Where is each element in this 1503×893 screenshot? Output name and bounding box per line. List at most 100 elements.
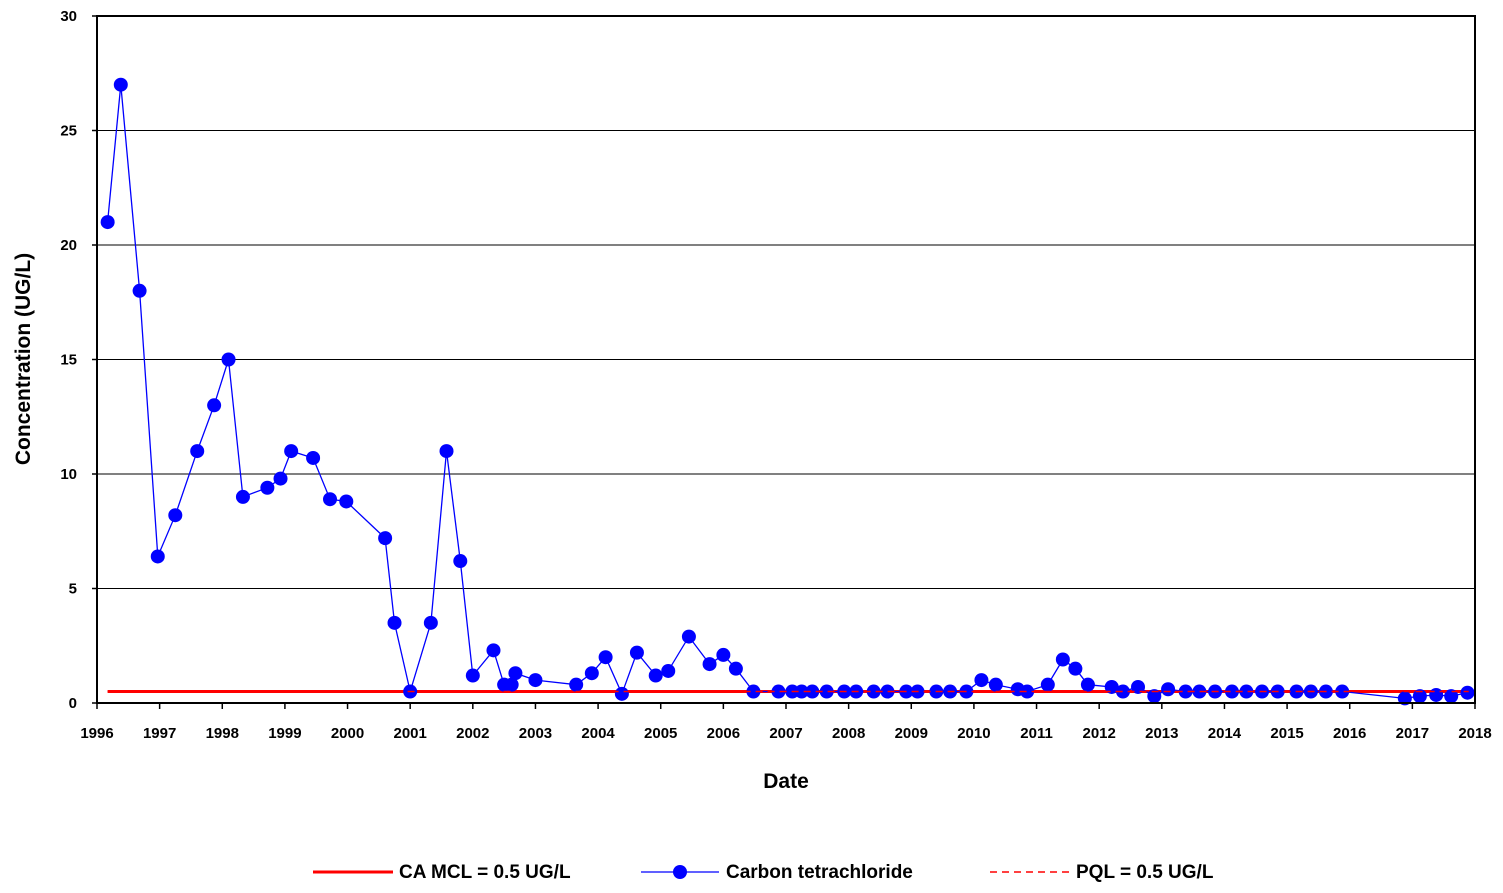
data-point (746, 684, 761, 699)
data-point (284, 444, 299, 459)
legend-swatch-marker-carbon (673, 865, 687, 879)
y-tick-label: 20 (60, 237, 77, 254)
data-point (794, 684, 809, 699)
data-point (273, 471, 288, 486)
x-tick-label: 2003 (519, 725, 552, 742)
x-tick-label: 1999 (268, 725, 301, 742)
data-point (661, 663, 676, 678)
x-tick-label: 2001 (393, 725, 426, 742)
data-point (988, 677, 1003, 692)
data-point (728, 661, 743, 676)
legend: CA MCL = 0.5 UG/L Carbon tetrachloride PQL… (313, 862, 1214, 883)
data-point (1080, 677, 1095, 692)
series-line-1 (106, 84, 1468, 700)
x-tick-label: 1997 (143, 725, 176, 742)
data-point (465, 668, 480, 683)
x-tick-label: 2000 (331, 725, 364, 742)
legend-label-carbon: Carbon tetrachloride (726, 862, 913, 883)
x-tick-label: 2014 (1208, 725, 1242, 742)
y-tick-label: 10 (60, 466, 77, 483)
x-tick-label: 2009 (895, 725, 928, 742)
x-tick-label: 1996 (80, 725, 113, 742)
x-axis-title: Date (763, 770, 809, 793)
x-tick-label: 2005 (644, 725, 677, 742)
data-point (1040, 677, 1055, 692)
data-point (260, 480, 275, 495)
data-point (681, 629, 696, 644)
data-point (508, 666, 523, 681)
legend-label-pql: PQL = 0.5 UG/L (1076, 862, 1214, 883)
data-point (1397, 691, 1412, 706)
data-point (113, 77, 128, 92)
y-tick-label: 15 (60, 352, 77, 369)
data-point (132, 283, 147, 298)
data-point (453, 554, 468, 569)
data-point (1192, 684, 1207, 699)
data-point (528, 673, 543, 688)
data-point (1020, 684, 1035, 699)
data-point (1429, 687, 1444, 702)
data-point (1131, 679, 1146, 694)
x-tick-label: 2013 (1145, 725, 1178, 742)
data-point (190, 444, 205, 459)
data-point (805, 684, 820, 699)
data-point (866, 684, 881, 699)
data-point (423, 615, 438, 630)
data-point (168, 508, 183, 523)
data-point (1224, 684, 1239, 699)
data-point (439, 444, 454, 459)
x-tick-label: 2017 (1396, 725, 1429, 742)
data-point (1055, 652, 1070, 667)
data-point (486, 643, 501, 658)
data-point (1335, 684, 1350, 699)
x-tick-label: 2016 (1333, 725, 1366, 742)
x-tick-label: 2008 (832, 725, 865, 742)
data-point (974, 673, 989, 688)
data-point (1115, 684, 1130, 699)
data-point (1460, 685, 1475, 700)
x-tick-label: 2015 (1270, 725, 1303, 742)
data-point (339, 494, 354, 509)
y-tick-label: 0 (69, 695, 77, 712)
x-tick-label: 2011 (1020, 725, 1053, 742)
data-point (378, 531, 393, 546)
gridlines (97, 130, 1475, 589)
y-tick-label: 30 (60, 8, 77, 25)
y-tick-label: 5 (69, 581, 77, 598)
data-point (235, 489, 250, 504)
data-point (584, 666, 599, 681)
data-point (880, 684, 895, 699)
data-point (716, 647, 731, 662)
y-axis-ticks: 0 5 10 15 20 25 30 (60, 8, 97, 712)
data-point (771, 684, 786, 699)
x-tick-label: 2006 (707, 725, 740, 742)
data-point (100, 215, 115, 230)
data-point (569, 677, 584, 692)
data-point (1161, 682, 1176, 697)
legend-label-mcl: CA MCL = 0.5 UG/L (399, 862, 571, 883)
x-axis-ticks: 1996 1997 1998 1999 2000 2001 2002 2003 2004 2005… (80, 703, 1492, 742)
x-tick-label: 1998 (206, 725, 239, 742)
data-point (614, 686, 629, 701)
data-point (221, 352, 236, 367)
data-point (1068, 661, 1083, 676)
data-point (648, 668, 663, 683)
data-point (323, 492, 338, 507)
data-point (387, 615, 402, 630)
y-tick-label: 25 (60, 123, 77, 140)
data-point (819, 684, 834, 699)
data-point (1412, 689, 1427, 704)
data-point (702, 657, 717, 672)
data-point (629, 645, 644, 660)
data-point (150, 549, 165, 564)
x-tick-label: 2004 (581, 725, 615, 742)
x-tick-label: 2007 (769, 725, 802, 742)
data-point (1104, 679, 1119, 694)
x-tick-label: 2018 (1458, 725, 1491, 742)
data-point (1147, 689, 1162, 704)
x-tick-label: 2002 (456, 725, 489, 742)
data-point (598, 650, 613, 665)
plot-series (100, 77, 1475, 706)
data-point (306, 450, 321, 465)
